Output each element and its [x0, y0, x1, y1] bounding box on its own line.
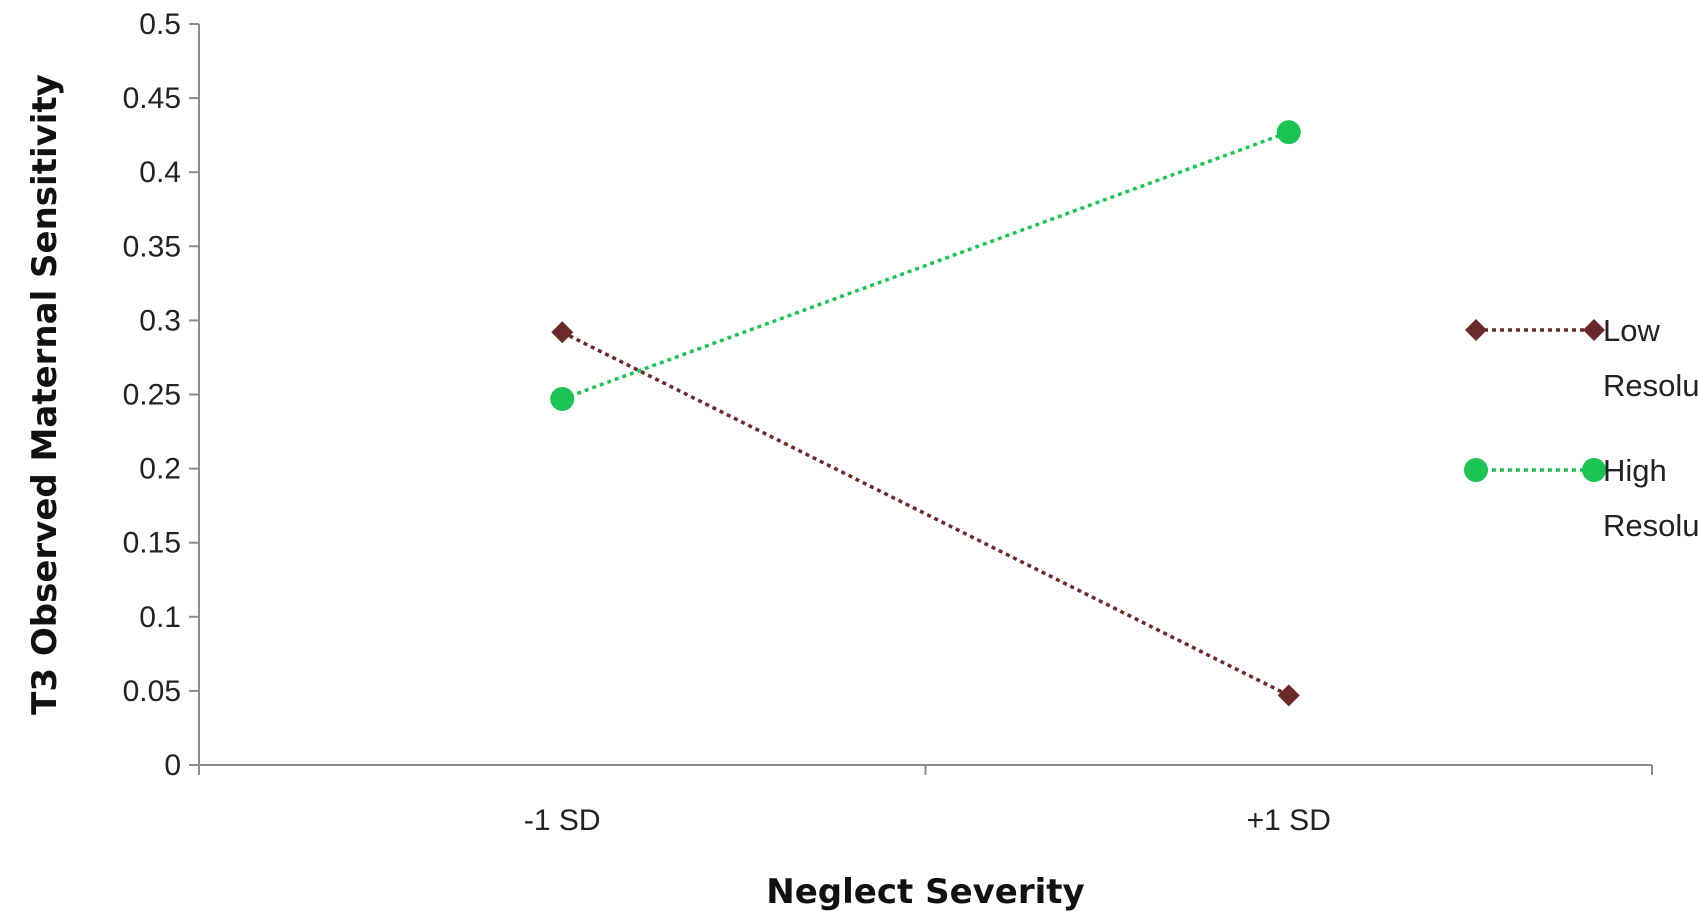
y-tick-label: 0.3	[139, 304, 181, 337]
x-tick-label: +1 SD	[1247, 804, 1331, 837]
y-tick-label: 0.25	[123, 379, 181, 412]
legend-label-line: Low	[1603, 313, 1660, 348]
legend: Low Resolution High Resolution	[1464, 313, 1699, 543]
data-point	[1276, 120, 1301, 145]
y-tick-label: 0.45	[123, 82, 181, 115]
legend-label-line: Resolution	[1603, 508, 1699, 543]
data-point	[550, 386, 575, 411]
y-tick-label: 0.1	[139, 601, 181, 634]
x-axis: -1 SD +1 SD	[198, 764, 1653, 837]
legend-marker	[1582, 458, 1606, 482]
legend-item: Low Resolution	[1465, 313, 1699, 403]
series-1	[550, 120, 1301, 411]
y-tick-label: 0	[164, 749, 181, 782]
series-layer	[550, 120, 1301, 707]
series-line	[561, 130, 1290, 401]
y-tick-label: 0.5	[139, 8, 181, 41]
x-tick-label: -1 SD	[524, 804, 601, 837]
y-tick-label: 0.4	[139, 156, 181, 189]
legend-marker	[1583, 319, 1605, 341]
y-tick-label: 0.15	[123, 527, 181, 560]
legend-marker	[1465, 319, 1487, 341]
legend-label-line: High	[1603, 453, 1667, 488]
y-tick-label: 0.05	[123, 675, 181, 708]
y-axis-title: T3 Observed Maternal Sensitivity	[25, 74, 65, 715]
legend-label: Low Resolution	[1603, 313, 1699, 403]
legend-label-line: Resolution	[1603, 368, 1699, 403]
legend-label: High Resolution	[1603, 453, 1699, 543]
legend-marker	[1464, 458, 1488, 482]
series-line	[561, 330, 1290, 697]
legend-item: High Resolution	[1464, 453, 1699, 543]
y-tick-label: 0.2	[139, 453, 181, 486]
data-point	[551, 321, 574, 344]
y-axis: 0 0.05 0.1 0.15 0.2 0.25 0.3 0.35 0.4 0.45 0.5	[123, 8, 200, 782]
series-0	[551, 321, 1300, 707]
x-axis-title: Neglect Severity	[766, 872, 1084, 912]
y-tick-label: 0.35	[123, 230, 181, 263]
data-point	[1277, 684, 1300, 707]
